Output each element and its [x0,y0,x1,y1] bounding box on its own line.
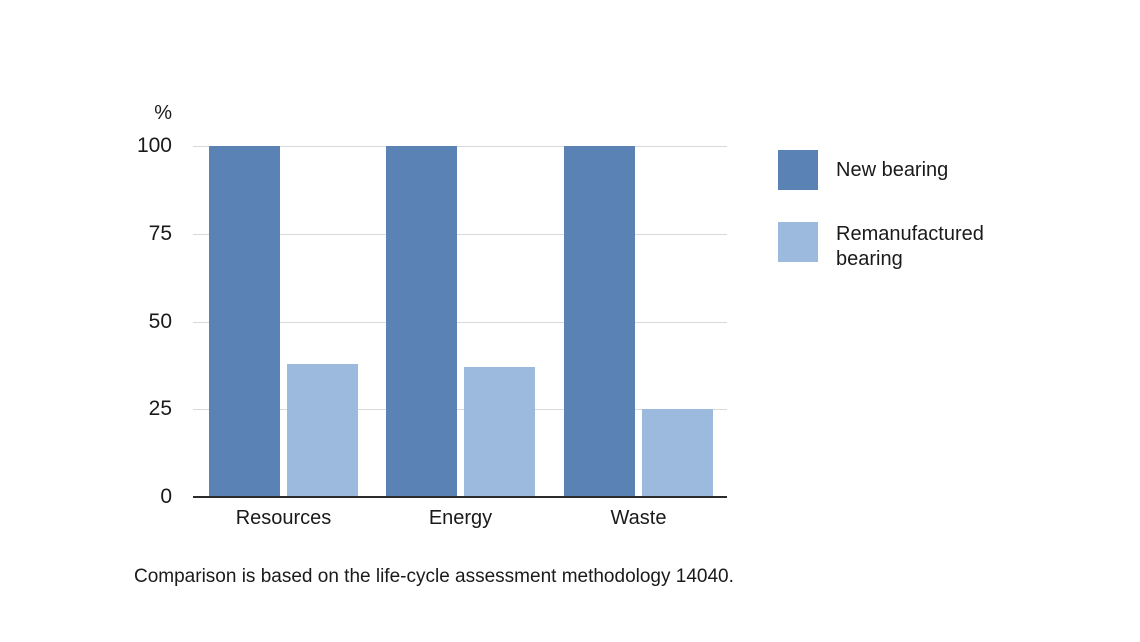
y-tick-label-75: 75 [148,221,172,245]
y-tick-label-100: 100 [136,134,172,157]
legend-item-new-bearing: New bearing [778,150,1028,190]
bar-remanufactured-bearing-resources [287,363,358,497]
x-axis-labels: Resources Energy Waste [193,506,727,532]
gridline-100 [193,146,727,147]
gridline-75 [193,233,727,235]
legend-label-remanufactured-bearing: Remanufactured bearing [836,223,984,270]
y-tick-label-25: 25 [148,397,172,421]
gridline-25 [193,409,727,411]
bar-remanufactured-bearing-waste [642,409,713,497]
legend-swatch-new-bearing [778,150,818,190]
x-tick-label-waste: Waste [610,507,667,529]
bar-new-bearing-energy [386,146,457,497]
bar-new-bearing-resources [209,146,280,497]
plot-area [193,146,727,498]
bar-new-bearing-waste [564,146,635,497]
y-axis-unit-label: % [154,102,172,124]
chart-caption: Comparison is based on the life-cycle as… [134,566,734,587]
bar-remanufactured-bearing-energy [464,367,535,497]
x-axis-line [193,496,727,498]
y-tick-label-50: 50 [148,309,172,333]
legend-item-remanufactured-bearing: Remanufactured bearing [778,222,1028,272]
legend: New bearing Remanufactured bearing [778,150,1028,304]
legend-swatch-remanufactured-bearing [778,222,818,262]
legend-label-new-bearing: New bearing [836,158,949,181]
x-tick-label-resources: Resources [235,507,332,529]
y-tick-label-0: 0 [160,485,172,508]
gridline-50 [193,321,727,323]
x-tick-label-energy: Energy [428,507,493,529]
